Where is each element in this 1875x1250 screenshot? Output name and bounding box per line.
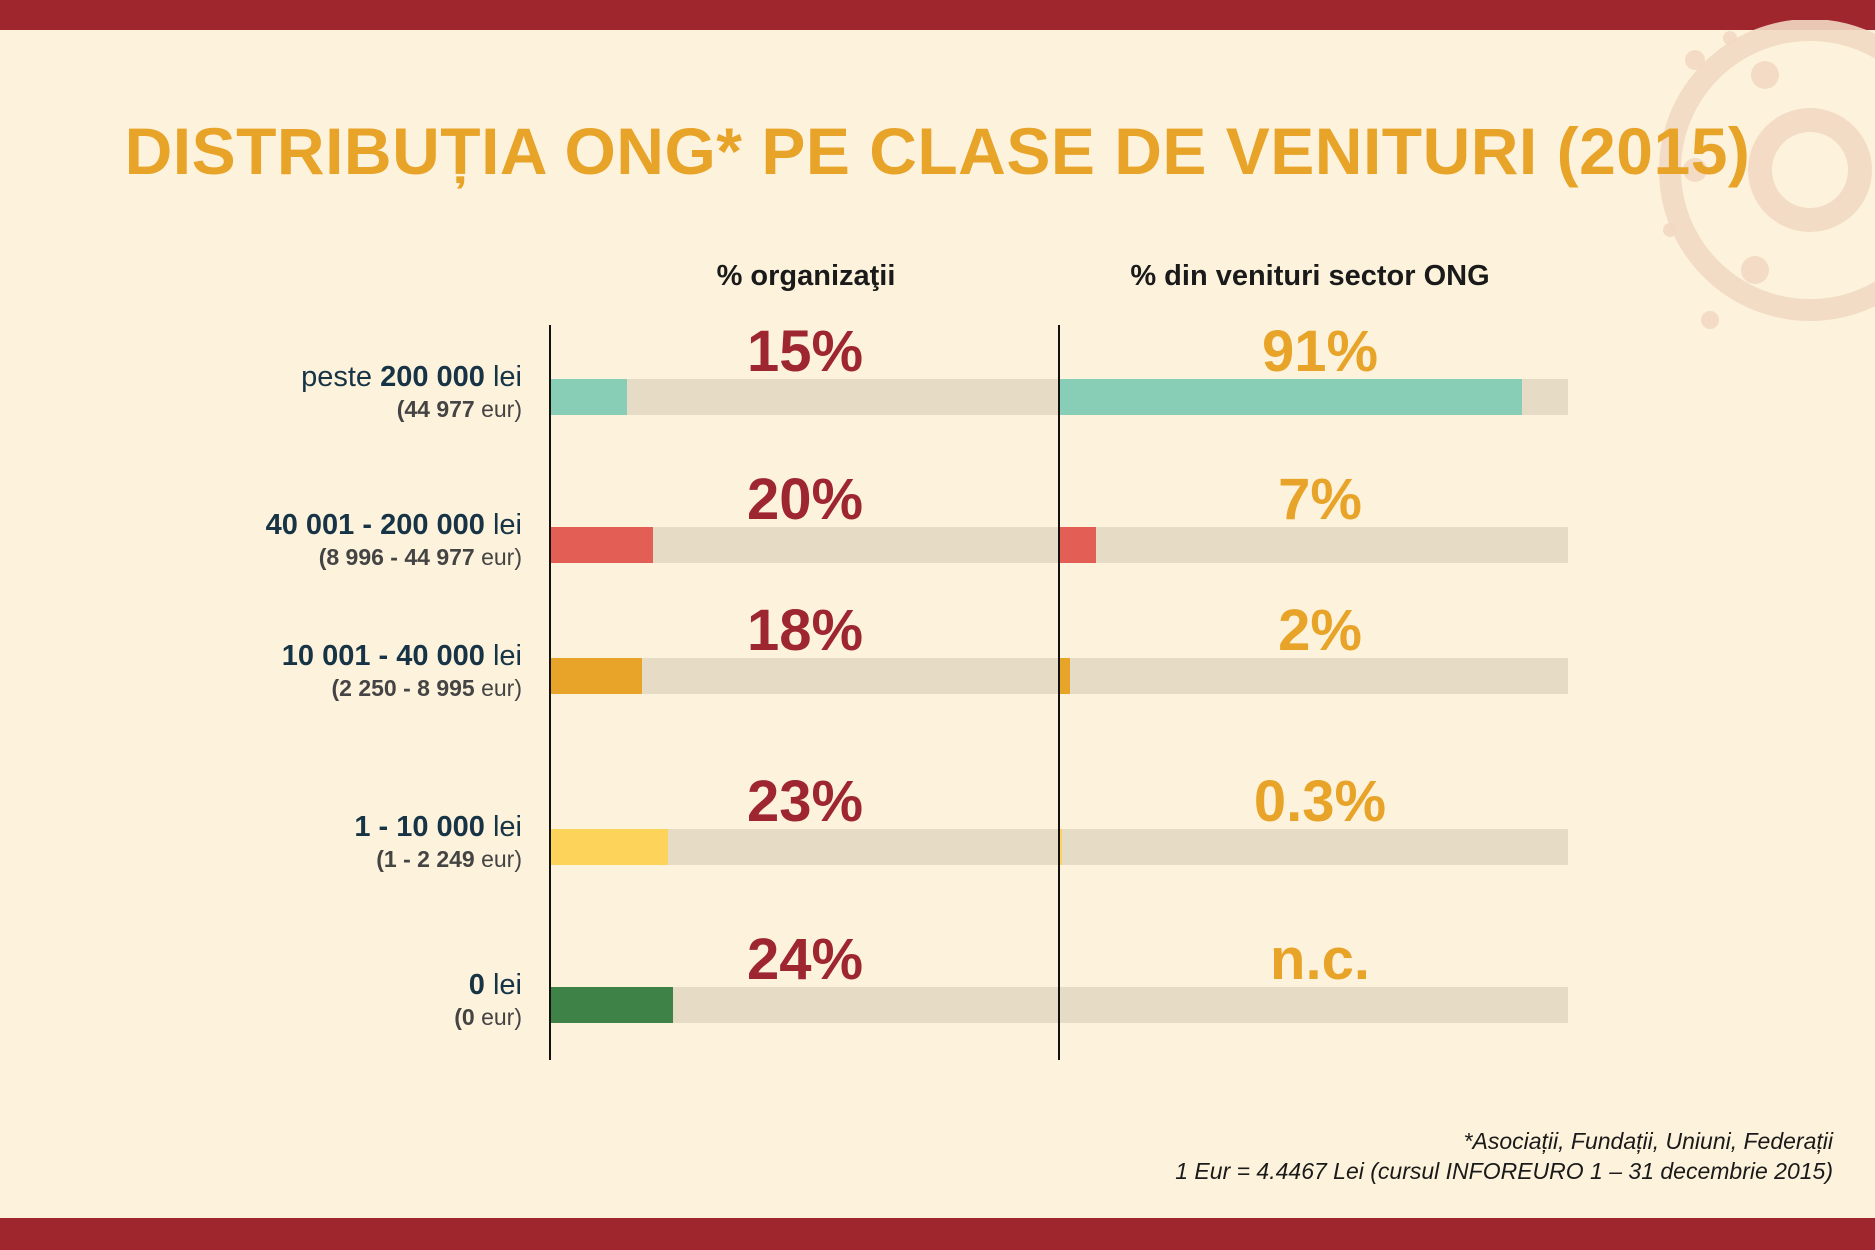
decorative-ornament [1659,20,1875,329]
category-eur-value: (1 - 2 249 [376,846,475,872]
category-eur-unit: eur) [474,846,522,872]
category-eur-range: (8 996 - 44 977 eur) [266,546,522,569]
data-label: 24% [746,927,864,992]
category-value: 0 [468,969,485,1001]
axis-middle [1058,325,1060,1060]
footnote-ong-types: *Asociații, Fundații, Uniuni, Federații [1463,1128,1833,1154]
category-eur-value: (0 [454,1004,475,1030]
bar-track [551,987,1059,1023]
category-label: 0 lei (0 eur) [454,971,522,1029]
bar-track [1060,658,1568,694]
category-eur-value: (2 250 - 8 995 [331,675,475,701]
category-eur-unit: eur) [474,675,522,701]
category-eur-range: (0 eur) [454,1006,522,1029]
category-unit: lei [484,640,522,672]
bar [551,829,668,865]
category-label: peste 200 000 lei (44 977 eur) [301,363,522,421]
bar-track [1060,987,1568,1023]
category-label: 10 001 - 40 000 lei (2 250 - 8 995 eur) [282,642,522,700]
category-lei-range: peste 200 000 lei [301,363,522,392]
bar [1060,658,1071,694]
data-label: 7% [1278,467,1362,532]
data-label: 15% [746,319,864,384]
category-value: 10 001 - 40 000 [281,640,485,672]
category-eur-value: (44 977 [396,396,475,422]
category-lei-range: 1 - 10 000 lei [354,813,522,842]
category-lei-range: 0 lei [454,971,522,1000]
category-eur-range: (1 - 2 249 eur) [354,848,522,871]
data-label: 0.3% [1253,769,1387,834]
category-label: 40 001 - 200 000 lei (8 996 - 44 977 eur) [266,511,522,569]
category-eur-value: (8 996 - 44 977 [318,544,475,570]
data-label: 20% [746,467,864,532]
bar [551,987,673,1023]
data-label: n.c. [1270,927,1370,992]
category-value: 200 000 [380,361,485,393]
category-eur-range: (2 250 - 8 995 eur) [282,677,522,700]
bar [1060,527,1096,563]
footnote-exchange-rate: 1 Eur = 4.4467 Lei (cursul INFOREURO 1 –… [1175,1158,1833,1184]
bar-track [551,658,1059,694]
category-eur-unit: eur) [474,396,522,422]
data-label: 91% [1261,319,1379,384]
category-eur-unit: eur) [474,1004,522,1030]
bar-track [551,379,1059,415]
bar-track [1060,379,1568,415]
column-header-organizations: % organizaţii [716,260,896,292]
bar [551,658,643,694]
bottom-band [0,1218,1875,1250]
page-title: DISTRIBUȚIA ONG* PE CLASE DE VENITURI (2… [124,114,1751,188]
category-unit: lei [484,969,522,1001]
category-eur-unit: eur) [474,544,522,570]
data-label: 18% [746,598,864,663]
category-lei-range: 10 001 - 40 000 lei [282,642,522,671]
bar-track [1060,527,1568,563]
category-prefix: peste [301,361,381,393]
bar [551,527,653,563]
bar [1060,829,1062,865]
category-label: 1 - 10 000 lei (1 - 2 249 eur) [354,813,522,871]
bar-track [551,527,1059,563]
column-header-income: % din venituri sector ONG [1130,260,1490,292]
bar [551,379,628,415]
bar-track [1060,829,1568,865]
bar-track [551,829,1059,865]
category-unit: lei [484,361,522,393]
axis-left [549,325,551,1060]
category-unit: lei [484,811,522,843]
category-lei-range: 40 001 - 200 000 lei [266,511,522,540]
data-label: 2% [1278,598,1362,663]
top-band [0,0,1875,30]
category-eur-range: (44 977 eur) [301,398,522,421]
category-unit: lei [484,509,522,541]
category-value: 1 - 10 000 [354,811,485,843]
data-label: 23% [746,769,864,834]
category-value: 40 001 - 200 000 [265,509,485,541]
bar [1060,379,1523,415]
